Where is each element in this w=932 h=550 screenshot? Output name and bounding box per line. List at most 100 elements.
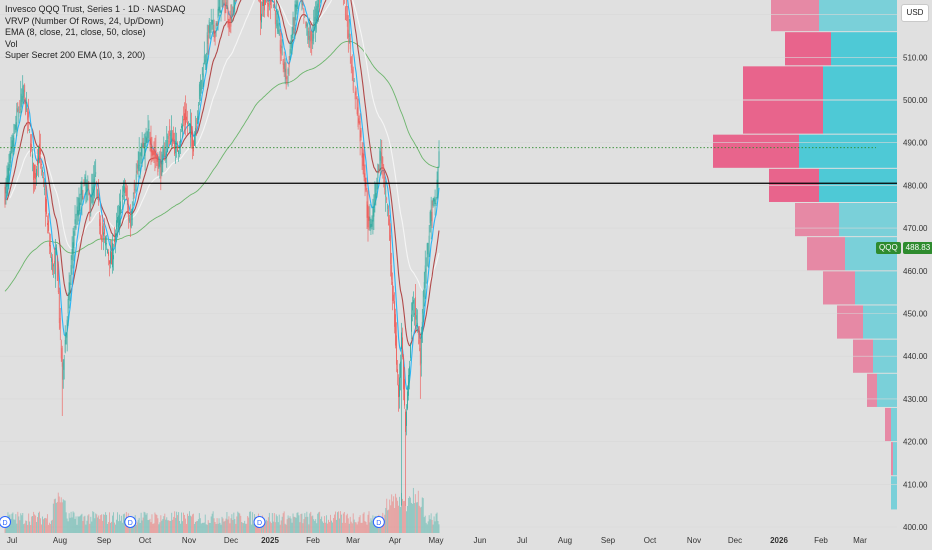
volume-bar bbox=[394, 508, 396, 533]
candle-body bbox=[364, 173, 366, 187]
candle-body bbox=[374, 183, 376, 206]
volume-bar bbox=[398, 505, 400, 533]
volume-bar bbox=[160, 515, 162, 533]
volume-bar bbox=[307, 516, 309, 533]
currency-button[interactable]: USD bbox=[901, 4, 929, 22]
candle-body bbox=[45, 197, 46, 212]
vp-bar-up bbox=[823, 100, 897, 134]
volume-bars bbox=[4, 487, 440, 533]
y-axis[interactable]: 400.00 410.00 420.00 430.00 440.00 450.00 460.… bbox=[903, 0, 928, 532]
legend-vol[interactable]: Vol bbox=[5, 38, 18, 49]
volume-bar bbox=[207, 520, 209, 533]
candle-body bbox=[167, 135, 169, 139]
volume-bar bbox=[116, 519, 117, 533]
candle-body bbox=[176, 142, 177, 146]
volume-bar bbox=[72, 511, 74, 533]
candle-body bbox=[363, 153, 365, 178]
candle-body bbox=[234, 0, 236, 6]
candle-body bbox=[352, 69, 354, 91]
candle-body bbox=[29, 129, 31, 130]
volume-bar bbox=[249, 511, 251, 533]
volume-bar bbox=[396, 497, 398, 533]
volume-bar bbox=[403, 501, 404, 533]
volume-bar bbox=[402, 498, 403, 533]
candle-body bbox=[261, 13, 262, 23]
volume-bar bbox=[53, 499, 55, 533]
volume-bar bbox=[188, 515, 189, 533]
volume-bar bbox=[252, 512, 254, 533]
volume-bar bbox=[20, 513, 22, 533]
candle-body bbox=[22, 85, 24, 101]
volume-bar bbox=[265, 519, 267, 533]
volume-bar bbox=[269, 521, 271, 533]
legend-title[interactable]: Invesco QQQ Trust, Series 1 · 1D · NASDA… bbox=[5, 4, 186, 14]
legend-super-ema[interactable]: Super Secret 200 EMA (10, 3, 200) bbox=[5, 50, 146, 61]
volume-bar bbox=[281, 516, 283, 533]
x-axis[interactable]: Jul Aug Sep Oct Nov Dec 2025 Feb Mar Apr May Jun Jul… bbox=[7, 536, 867, 545]
volume-bar bbox=[175, 517, 177, 533]
volume-bar bbox=[48, 522, 50, 533]
volume-bar bbox=[80, 514, 82, 533]
x-tick-label: Oct bbox=[139, 536, 152, 545]
volume-bar bbox=[277, 522, 279, 533]
candle-body bbox=[44, 188, 45, 190]
volume-bar bbox=[292, 513, 294, 533]
candle-body bbox=[413, 300, 414, 304]
candle-body bbox=[293, 28, 295, 30]
volume-bar bbox=[429, 519, 431, 533]
candle-body bbox=[217, 8, 219, 18]
volume-bar bbox=[56, 501, 58, 533]
volume-bar bbox=[331, 520, 332, 533]
volume-bar bbox=[315, 519, 317, 533]
volume-bar bbox=[124, 524, 126, 533]
candle-body bbox=[407, 391, 408, 409]
candle-body bbox=[420, 335, 422, 364]
volume-bar bbox=[77, 516, 79, 533]
volume-bar bbox=[263, 523, 265, 533]
volume-bar bbox=[363, 512, 365, 533]
volume-bar bbox=[239, 513, 241, 533]
volume-bar bbox=[104, 514, 106, 533]
volume-bar bbox=[404, 500, 405, 533]
candle-body bbox=[197, 104, 199, 106]
candle-body bbox=[274, 11, 276, 25]
candle-body bbox=[393, 294, 394, 301]
volume-bar bbox=[185, 518, 186, 533]
volume-bar bbox=[85, 524, 87, 533]
x-tick-label: Jul bbox=[7, 536, 17, 545]
candle-body bbox=[8, 164, 10, 183]
candle-body bbox=[164, 153, 166, 160]
volume-bar bbox=[164, 513, 166, 533]
volume-bar bbox=[11, 513, 13, 533]
y-tick-label: 410.00 bbox=[903, 480, 928, 489]
candle-body bbox=[169, 125, 171, 136]
volume-bar bbox=[373, 522, 375, 533]
vp-bar-up bbox=[799, 134, 897, 168]
legend-vrvp[interactable]: VRVP (Number Of Rows, 24, Up/Down) bbox=[5, 15, 164, 26]
volume-bar bbox=[27, 524, 29, 533]
legend-ema[interactable]: EMA (8, close, 21, close, 50, close) bbox=[5, 27, 146, 38]
candle-body bbox=[46, 198, 47, 214]
volume-bar bbox=[161, 520, 163, 533]
volume-bar bbox=[409, 497, 411, 533]
volume-bar bbox=[300, 514, 302, 533]
candle-body bbox=[310, 30, 312, 41]
volume-bar bbox=[344, 522, 346, 533]
candle-body bbox=[347, 29, 349, 39]
volume-bar bbox=[359, 515, 361, 533]
candle-body bbox=[54, 250, 56, 279]
candle-body bbox=[51, 256, 52, 262]
candle-body bbox=[275, 13, 277, 15]
candle-body bbox=[100, 222, 102, 236]
candle-body bbox=[68, 282, 70, 300]
candle-body bbox=[52, 264, 54, 267]
volume-bar bbox=[384, 514, 386, 533]
candle-body bbox=[139, 165, 141, 166]
candle-body bbox=[143, 143, 145, 149]
volume-bar bbox=[46, 514, 48, 533]
vp-bar-down bbox=[795, 202, 839, 237]
candle-body bbox=[400, 361, 401, 378]
